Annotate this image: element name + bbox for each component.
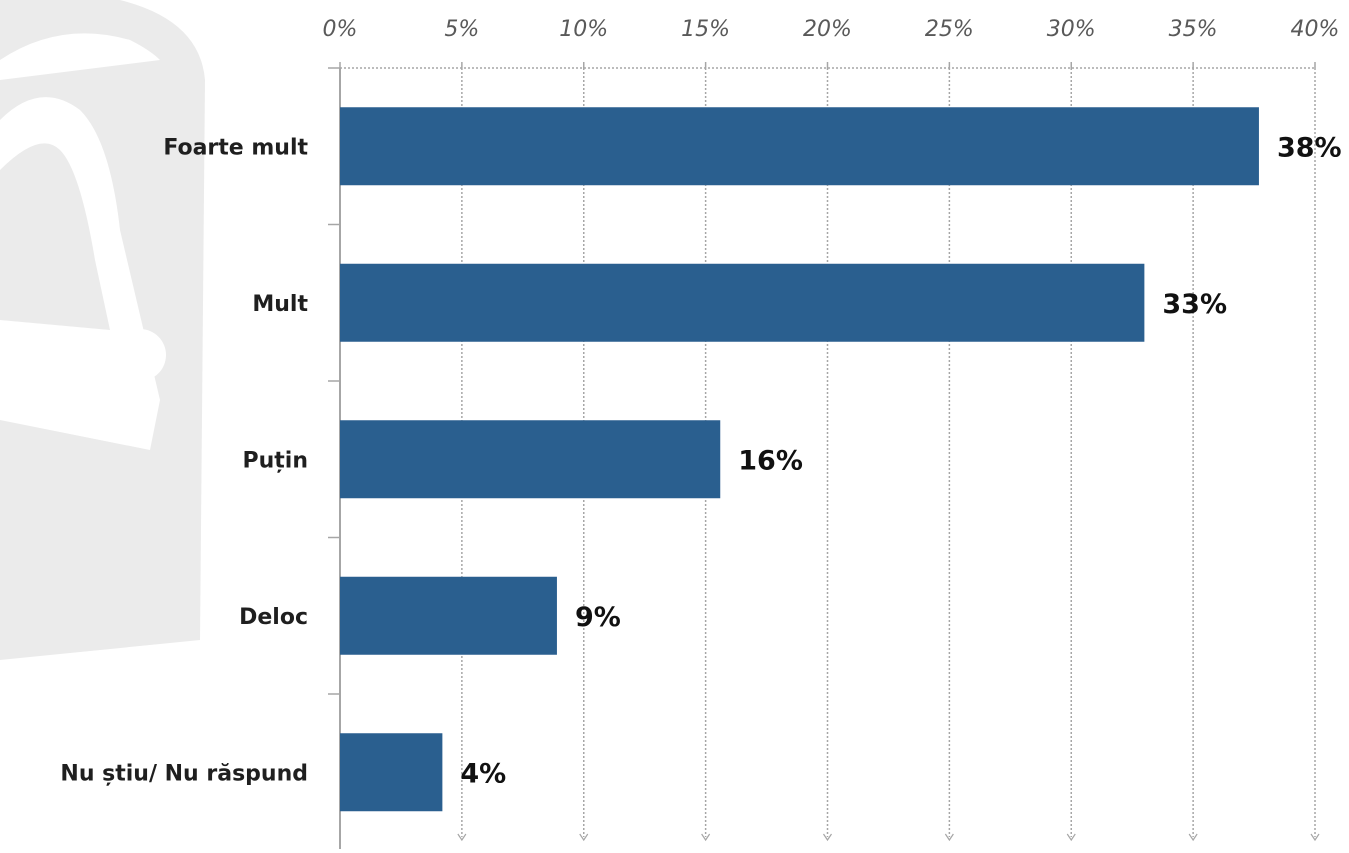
gridline-arrow-icon [1310,833,1320,842]
x-tick-label: 5% [444,17,479,42]
data-label: 9% [575,602,621,633]
data-label: 16% [738,445,803,476]
gridline-arrow-icon [1188,833,1198,842]
category-label: Deloc [239,605,308,630]
data-label: 4% [460,758,506,789]
bar [340,420,721,499]
x-tick-label: 0% [323,17,358,42]
x-tick-label: 10% [559,17,608,42]
bar [340,263,1145,342]
gridline-arrow-icon [1066,833,1076,842]
bar [340,107,1259,186]
gridline-arrow-icon [944,833,954,842]
category-labels: Foarte mult Mult Puțin Deloc Nu știu/ Nu răs… [60,135,308,786]
category-label: Mult [252,292,308,317]
data-label: 33% [1162,289,1227,320]
x-tick-label: 30% [1047,17,1096,42]
data-labels: 38% 33% 16% 9% 4% [460,132,1341,789]
bar [340,576,557,655]
gridline-arrow-icon [701,833,711,842]
x-tick-label: 15% [681,17,730,42]
x-tick-labels: 0% 5% 10% 15% 20% 25% 30% 35% 40% [323,17,1340,42]
x-tick-label: 20% [803,17,852,42]
x-tick-label: 40% [1291,17,1340,42]
gridline-arrow-icon [579,833,589,842]
gridline-arrow-icon [823,833,832,842]
car-watermark-icon [0,0,205,660]
category-label: Nu știu/ Nu răspund [60,761,308,786]
x-tick-label: 35% [1169,17,1218,42]
bar [340,733,443,812]
category-label: Foarte mult [163,135,308,160]
gridline-arrow-icon [457,833,467,842]
bars [340,107,1259,812]
x-tick-label: 25% [925,17,974,42]
category-label: Puțin [242,448,308,473]
data-label: 38% [1277,132,1342,163]
